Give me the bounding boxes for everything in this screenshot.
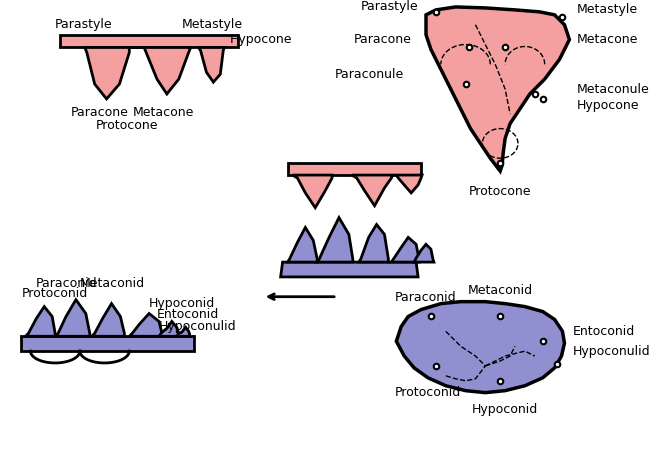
Text: Metaconid: Metaconid [80, 277, 145, 290]
Polygon shape [177, 327, 189, 336]
Text: Metacone: Metacone [133, 106, 195, 119]
Polygon shape [159, 321, 180, 336]
Text: Paracone: Paracone [71, 106, 128, 119]
Text: Paraconid: Paraconid [394, 291, 456, 304]
Polygon shape [352, 175, 393, 206]
Polygon shape [25, 306, 55, 336]
Text: Paraconid: Paraconid [35, 277, 97, 290]
Text: Metastyle: Metastyle [576, 4, 638, 16]
Polygon shape [426, 7, 569, 171]
Text: Parastyle: Parastyle [55, 18, 113, 31]
Text: Protoconid: Protoconid [394, 386, 461, 399]
Text: Protoconid: Protoconid [22, 287, 88, 300]
Polygon shape [317, 218, 353, 262]
Polygon shape [391, 237, 419, 262]
Text: Hypoconid: Hypoconid [472, 403, 539, 415]
Polygon shape [55, 300, 90, 336]
Polygon shape [199, 48, 224, 82]
Text: Metastyle: Metastyle [182, 18, 243, 31]
Text: Paraconule: Paraconule [335, 68, 404, 81]
Text: Metaconid: Metaconid [468, 284, 533, 297]
Polygon shape [280, 262, 418, 277]
Polygon shape [144, 48, 191, 94]
Polygon shape [92, 304, 124, 336]
Polygon shape [21, 336, 193, 351]
Text: Entoconid: Entoconid [157, 308, 219, 321]
Text: Parastyle: Parastyle [361, 0, 418, 13]
Text: Protocone: Protocone [469, 185, 531, 198]
Polygon shape [396, 175, 422, 193]
Text: Metacone: Metacone [576, 33, 638, 46]
Polygon shape [359, 225, 389, 262]
Polygon shape [396, 302, 565, 393]
Text: Hypoconid: Hypoconid [149, 297, 215, 310]
Polygon shape [60, 35, 238, 48]
Polygon shape [85, 48, 129, 99]
Text: Hypocone: Hypocone [230, 33, 293, 46]
Text: Hypoconulid: Hypoconulid [159, 320, 237, 333]
Polygon shape [414, 244, 434, 262]
Polygon shape [288, 228, 317, 262]
Polygon shape [129, 314, 162, 336]
Polygon shape [292, 175, 332, 208]
Text: Hypocone: Hypocone [576, 99, 639, 112]
Text: Paracone: Paracone [353, 33, 411, 46]
Text: Metaconule: Metaconule [576, 82, 649, 95]
Polygon shape [288, 163, 421, 175]
Text: Hypoconulid: Hypoconulid [573, 345, 650, 358]
Text: Protocone: Protocone [96, 119, 159, 132]
Text: Entoconid: Entoconid [573, 325, 635, 338]
